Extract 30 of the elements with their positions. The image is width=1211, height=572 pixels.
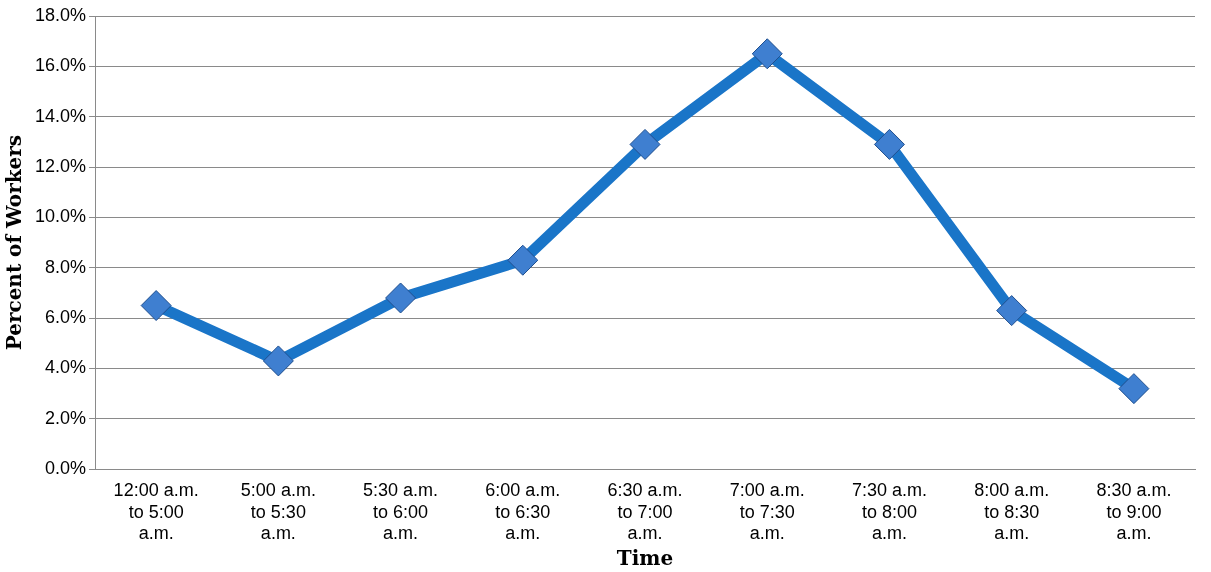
y-tick-label: 4.0% <box>45 357 87 378</box>
point <box>751 38 783 70</box>
x-tick-label: 5:00 a.m. to 5:30 a.m. <box>240 479 316 544</box>
y-tick-label: 14.0% <box>34 105 87 126</box>
x-tick-label: 6:30 a.m. to 7:00 a.m. <box>607 479 683 544</box>
x-tick-label: 12:00 a.m. to 5:00 a.m. <box>113 479 199 544</box>
y-tick-label: 16.0% <box>34 55 87 76</box>
y-tick-label: 18.0% <box>34 4 87 25</box>
x-tick-label: 8:30 a.m. to 9:00 a.m. <box>1096 479 1172 544</box>
y-tick-label: 10.0% <box>34 206 87 227</box>
x-axis-title: Time <box>616 546 674 571</box>
point <box>996 295 1028 327</box>
y-tick-label: 12.0% <box>34 156 87 177</box>
x-tick-label: 6:00 a.m. to 6:30 a.m. <box>485 479 561 544</box>
point <box>629 128 661 160</box>
point <box>873 128 905 160</box>
x-tick-label: 7:00 a.m. to 7:30 a.m. <box>729 479 805 544</box>
y-axis-title: Percent of Workers <box>2 134 27 351</box>
point <box>140 290 172 322</box>
y-tick-label: 8.0% <box>45 256 87 277</box>
y-tick-label: 2.0% <box>45 407 87 428</box>
y-tick-label: 6.0% <box>45 307 87 328</box>
point <box>1118 373 1150 405</box>
point <box>507 244 539 276</box>
x-tick-label: 8:00 a.m. to 8:30 a.m. <box>974 479 1050 544</box>
y-tick-label: 0.0% <box>45 458 87 479</box>
point <box>262 345 294 377</box>
point <box>385 282 417 314</box>
x-tick-label: 5:30 a.m. to 6:00 a.m. <box>363 479 439 544</box>
x-tick-label: 7:30 a.m. to 8:00 a.m. <box>851 479 927 544</box>
